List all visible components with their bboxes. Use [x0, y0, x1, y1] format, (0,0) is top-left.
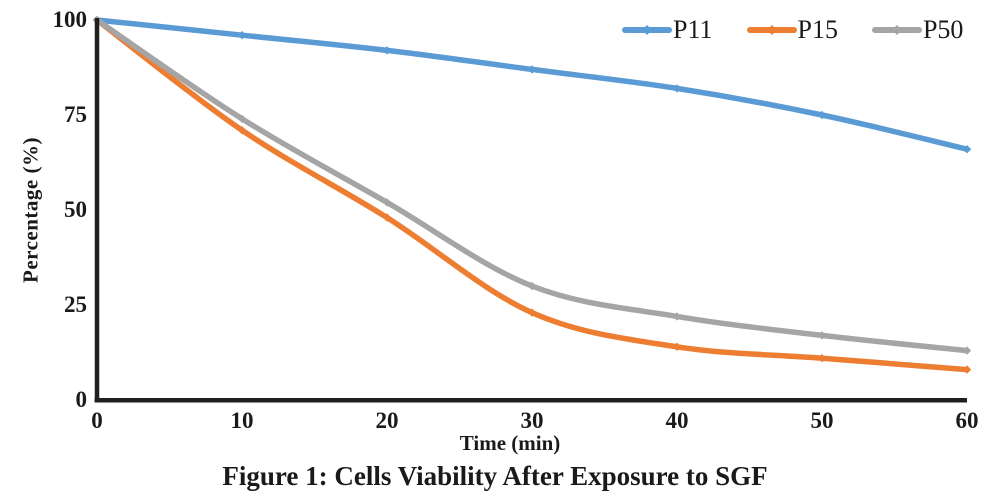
legend-item-P11: P11: [622, 17, 713, 43]
x-tick-label-10: 10: [230, 408, 254, 433]
series-marker-P15: [962, 365, 972, 374]
x-tick-label-30: 30: [520, 408, 544, 433]
x-tick-label-50: 50: [810, 408, 834, 433]
series-marker-P15: [672, 342, 682, 351]
series-marker-P15: [237, 126, 247, 135]
legend-item-P50: P50: [871, 15, 964, 44]
legend-swatch-P11: [622, 25, 672, 35]
series-marker-P50: [672, 312, 682, 321]
legend-label-P15: P15: [797, 15, 838, 44]
legend-swatch-P15: [746, 25, 797, 35]
series-marker-P11: [672, 84, 682, 93]
x-tick-label-0: 0: [91, 408, 103, 433]
y-tick-label-0: 0: [75, 387, 88, 412]
series-marker-P15: [527, 308, 537, 317]
y-tick-label-25: 25: [64, 292, 87, 317]
series-marker-P50: [237, 114, 247, 123]
x-axis-title: Time (min): [459, 431, 561, 455]
x-tick-label-40: 40: [665, 408, 689, 433]
x-tick-label-20: 20: [375, 408, 399, 433]
y-tick-label-75: 75: [64, 102, 87, 127]
figure-caption: Figure 1: Cells Viability After Exposure…: [222, 461, 768, 491]
legend: P11 P15 P50: [622, 17, 963, 43]
series-marker-P15: [817, 354, 827, 363]
series-marker-P15: [382, 213, 392, 222]
legend-swatch-P50: [871, 25, 922, 35]
series-marker-P11: [382, 46, 392, 55]
series-marker-P11: [527, 65, 537, 74]
legend-label-P11: P11: [673, 15, 713, 44]
y-tick-label-50: 50: [64, 197, 87, 222]
series-marker-P50: [527, 281, 537, 291]
legend-label-P50: P50: [922, 15, 964, 44]
series-marker-P11: [962, 145, 972, 154]
legend-item-P15: P15: [746, 15, 838, 44]
series-marker-P50: [817, 331, 827, 340]
series-marker-P11: [817, 110, 827, 120]
series-marker-P11: [237, 31, 247, 40]
y-tick-label-100: 100: [52, 7, 88, 32]
x-tick-label-60: 60: [955, 408, 979, 433]
series-marker-P50: [382, 198, 392, 207]
series-marker-P50: [962, 346, 972, 355]
